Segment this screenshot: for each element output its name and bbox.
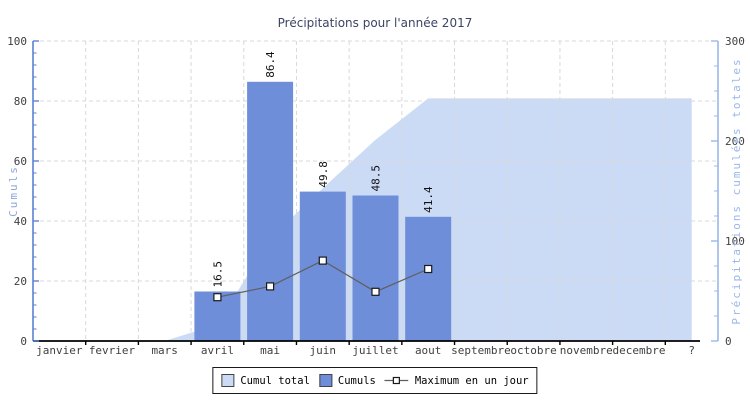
right-tick-label-100: 100: [725, 235, 745, 248]
legend-label-maximum: Maximum en un jour: [414, 374, 529, 387]
bar-juillet: [352, 195, 399, 341]
month-label-janvier: janvier: [36, 344, 83, 357]
month-label-septembre: septembre: [451, 344, 511, 357]
right-tick-label-200: 200: [725, 135, 745, 148]
legend: Cumul total Cumuls Maximum en un jour: [212, 367, 538, 394]
max-day-marker-4: [424, 264, 433, 274]
left-tick-label-20: 20: [14, 275, 27, 288]
month-label-decembre: decembre: [613, 344, 666, 357]
bar-mai: [247, 81, 294, 342]
bar-aout: [405, 216, 452, 341]
left-tick-label-0: 0: [20, 335, 27, 348]
month-label-novembre: novembre: [560, 344, 613, 357]
month-label-fevrier: fevrier: [89, 344, 136, 357]
month-label-mars: mars: [151, 344, 178, 357]
left-tick-label-100: 100: [7, 35, 27, 48]
legend-item-cumul-total: Cumul total: [221, 374, 310, 387]
bar-value-label-juin: 49.8: [317, 161, 330, 188]
line-marker-icon: [384, 376, 409, 385]
month-label-juin: juin: [310, 344, 337, 357]
cumuls-swatch: [318, 374, 332, 387]
max-day-marker-2: [318, 256, 327, 265]
max-day-marker-3: [371, 287, 380, 296]
legend-label-cumuls: Cumuls: [337, 374, 376, 387]
right-tick-label-0: 0: [725, 335, 732, 348]
left-tick-label-80: 80: [14, 95, 27, 108]
legend-item-cumuls: Cumuls: [318, 374, 376, 387]
left-axis-title: Cumuls: [7, 165, 20, 217]
month-label-unknown: ?: [688, 344, 695, 357]
cumul-total-swatch: [221, 374, 235, 387]
bar-value-label-aout: 41.4: [422, 186, 435, 213]
month-label-octobre: octobre: [510, 344, 556, 357]
chart-title: Précipitations pour l'année 2017: [277, 16, 473, 30]
left-tick-label-60: 60: [14, 155, 27, 168]
left-tick-label-40: 40: [14, 215, 27, 228]
month-label-aout: aout: [415, 344, 442, 357]
bar-value-label-juillet: 48.5: [370, 165, 383, 192]
bar-juin: [299, 191, 346, 341]
legend-item-maximum: Maximum en un jour: [384, 374, 529, 387]
month-label-juillet: juillet: [352, 344, 398, 357]
legend-label-cumul-total: Cumul total: [240, 374, 310, 387]
right-axis-title: Précipitations cumulées totales: [730, 57, 743, 324]
bar-value-label-avril: 16.5: [211, 261, 224, 288]
bar-value-label-mai: 86.4: [264, 51, 277, 78]
max-day-marker-1: [266, 282, 275, 291]
month-label-avril: avril: [201, 344, 234, 357]
legend-marker-square: [393, 376, 401, 385]
right-tick-label-300: 300: [725, 35, 745, 48]
max-day-marker-0: [213, 293, 222, 302]
month-label-mai: mai: [260, 344, 280, 357]
